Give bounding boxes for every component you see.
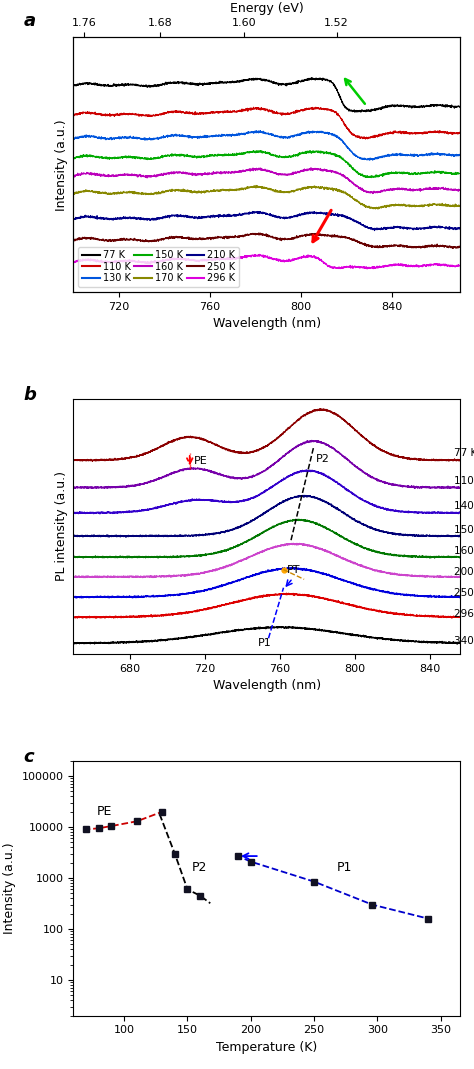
Text: 140 K: 140 K xyxy=(454,501,474,511)
Text: PE: PE xyxy=(193,455,207,466)
Text: PT: PT xyxy=(287,564,301,575)
X-axis label: Wavelength (nm): Wavelength (nm) xyxy=(212,317,321,330)
Text: 296 K: 296 K xyxy=(454,608,474,619)
Legend: 77 K, 110 K, 130 K, 150 K, 160 K, 170 K, 210 K, 250 K, 296 K: 77 K, 110 K, 130 K, 150 K, 160 K, 170 K,… xyxy=(78,247,239,288)
Text: 250 K: 250 K xyxy=(454,588,474,598)
X-axis label: Energy (eV): Energy (eV) xyxy=(230,2,303,15)
Text: c: c xyxy=(23,748,34,766)
Text: b: b xyxy=(23,386,36,404)
Text: 200 K: 200 K xyxy=(454,567,474,577)
Text: P2: P2 xyxy=(191,861,207,873)
Y-axis label: Intensity (a.u.): Intensity (a.u.) xyxy=(55,119,68,211)
Text: 340 K: 340 K xyxy=(454,636,474,646)
X-axis label: Temperature (K): Temperature (K) xyxy=(216,1041,317,1054)
Text: 160 K: 160 K xyxy=(454,546,474,557)
Text: 110 K: 110 K xyxy=(454,476,474,485)
Y-axis label: PL intensity (a.u.): PL intensity (a.u.) xyxy=(55,471,68,582)
Y-axis label: Intensity (a.u.): Intensity (a.u.) xyxy=(3,842,16,934)
Text: P1: P1 xyxy=(258,638,272,648)
Text: 77 K: 77 K xyxy=(454,448,474,458)
Text: P1: P1 xyxy=(337,861,352,873)
Text: P2: P2 xyxy=(315,454,329,464)
X-axis label: Wavelength (nm): Wavelength (nm) xyxy=(212,679,321,692)
Text: PE: PE xyxy=(96,805,112,819)
Text: 150 K: 150 K xyxy=(454,525,474,534)
Text: a: a xyxy=(23,12,36,30)
